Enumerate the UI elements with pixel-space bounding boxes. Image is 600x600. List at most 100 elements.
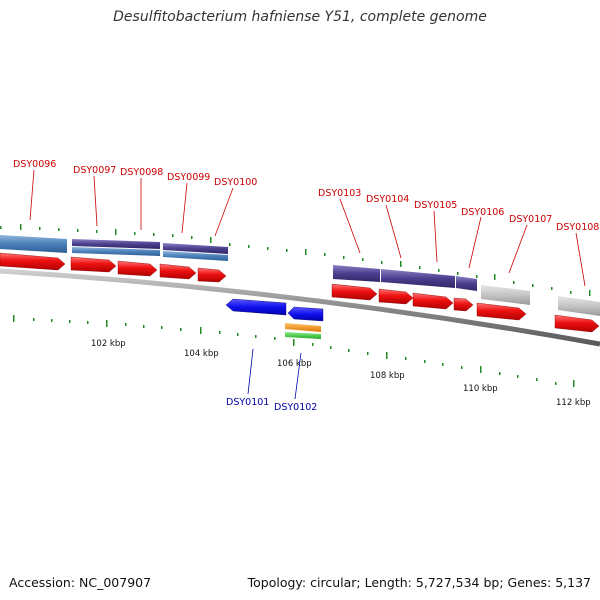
reverse-gene-labels: DSY0101 DSY0102 [226, 348, 317, 413]
tick-mark [180, 328, 182, 331]
tick-mark [191, 236, 193, 239]
feature-bar [163, 243, 228, 254]
genome-summary-text: Topology: circular; Length: 5,727,534 bp… [247, 575, 591, 590]
tick-mark [267, 247, 269, 250]
tick-mark [87, 321, 89, 324]
tick-mark [589, 290, 591, 296]
tick-mark [499, 372, 501, 375]
accession-text: Accession: NC_007907 [9, 575, 152, 590]
forward-genes [0, 252, 600, 333]
tick-mark [51, 319, 53, 322]
feature-bar [558, 296, 600, 316]
leader-line [247, 348, 254, 395]
tick-mark [200, 327, 202, 334]
tick-mark [172, 234, 174, 237]
tick-mark [367, 352, 369, 355]
tick-mark [248, 245, 250, 248]
tick-mark [96, 230, 98, 233]
gene-label: DSY0105 [414, 200, 457, 211]
tick-mark [286, 249, 288, 252]
tick-mark [348, 349, 350, 352]
leader-line [385, 204, 402, 259]
tick-mark [476, 275, 478, 278]
feature-row-bottom [285, 323, 321, 339]
leader-line [294, 352, 302, 400]
gene-arrow [453, 297, 474, 312]
leader-line [433, 210, 438, 263]
tick-mark [153, 233, 155, 236]
tick-mark [405, 357, 407, 360]
gene-arrow [197, 267, 227, 283]
gene-arrow [117, 260, 158, 277]
gene-label: DSY0098 [120, 167, 163, 178]
tick-mark [0, 226, 2, 229]
tick-mark [161, 326, 163, 329]
gene-arrow [70, 256, 117, 273]
tick-mark [570, 291, 572, 294]
tick-mark [573, 380, 575, 387]
tick-mark [442, 363, 444, 366]
tick-mark [125, 323, 127, 326]
lower-tick-track [13, 315, 575, 387]
tick-mark [229, 243, 231, 246]
tick-mark [457, 272, 459, 275]
tick-mark [77, 229, 79, 232]
scale-label: 110 kbp [463, 384, 498, 394]
tick-mark [134, 232, 136, 235]
gene-label: DSY0102 [274, 402, 317, 413]
tick-mark [551, 287, 553, 290]
feature-row-top [0, 235, 600, 316]
tick-mark [255, 335, 257, 338]
tick-mark [536, 378, 538, 381]
gene-arrow [476, 302, 527, 321]
tick-mark [69, 320, 71, 323]
feature-bar [456, 276, 477, 291]
tick-mark [13, 315, 15, 322]
gene-arrow [225, 298, 287, 316]
gene-label: DSY0106 [461, 207, 504, 218]
tick-mark [532, 284, 534, 287]
tick-mark [324, 253, 326, 256]
feature-bar [285, 332, 321, 339]
scale-label: 112 kbp [556, 398, 591, 408]
gene-label: DSY0101 [226, 397, 269, 408]
upper-tick-track [0, 224, 591, 296]
tick-mark [20, 224, 22, 230]
leader-line [93, 175, 98, 227]
gene-arrow [412, 292, 454, 310]
gene-label: DSY0100 [214, 177, 257, 188]
tick-mark [494, 274, 496, 280]
leader-line [575, 232, 586, 287]
tick-mark [312, 343, 314, 346]
scale-label: 102 kbp [91, 339, 126, 349]
tick-mark [305, 249, 307, 255]
gene-arrow [331, 283, 378, 301]
tick-mark [400, 261, 402, 267]
feature-bar [285, 323, 321, 332]
gene-label: DSY0107 [509, 214, 552, 225]
scale-label: 106 kbp [277, 359, 312, 369]
gene-arrow [0, 252, 66, 271]
tick-mark [424, 360, 426, 363]
tick-mark [39, 227, 41, 230]
tick-mark [480, 366, 482, 373]
genome-title: Desulfitobacterium hafniense Y51, comple… [113, 9, 487, 25]
leader-line [181, 182, 188, 234]
feature-bar [0, 235, 67, 253]
feature-bar [381, 269, 455, 288]
tick-mark [143, 325, 145, 328]
feature-bar [72, 247, 160, 256]
reverse-genes [225, 298, 324, 322]
tick-mark [293, 339, 295, 346]
tick-mark [115, 229, 117, 235]
tick-mark [106, 320, 108, 327]
genome-backbone [0, 268, 600, 347]
tick-mark [58, 228, 60, 231]
tick-mark [461, 366, 463, 369]
gene-arrow [378, 288, 414, 305]
tick-mark [362, 258, 364, 261]
tick-mark [419, 266, 421, 269]
feature-bar [481, 285, 530, 305]
tick-mark [555, 382, 557, 385]
